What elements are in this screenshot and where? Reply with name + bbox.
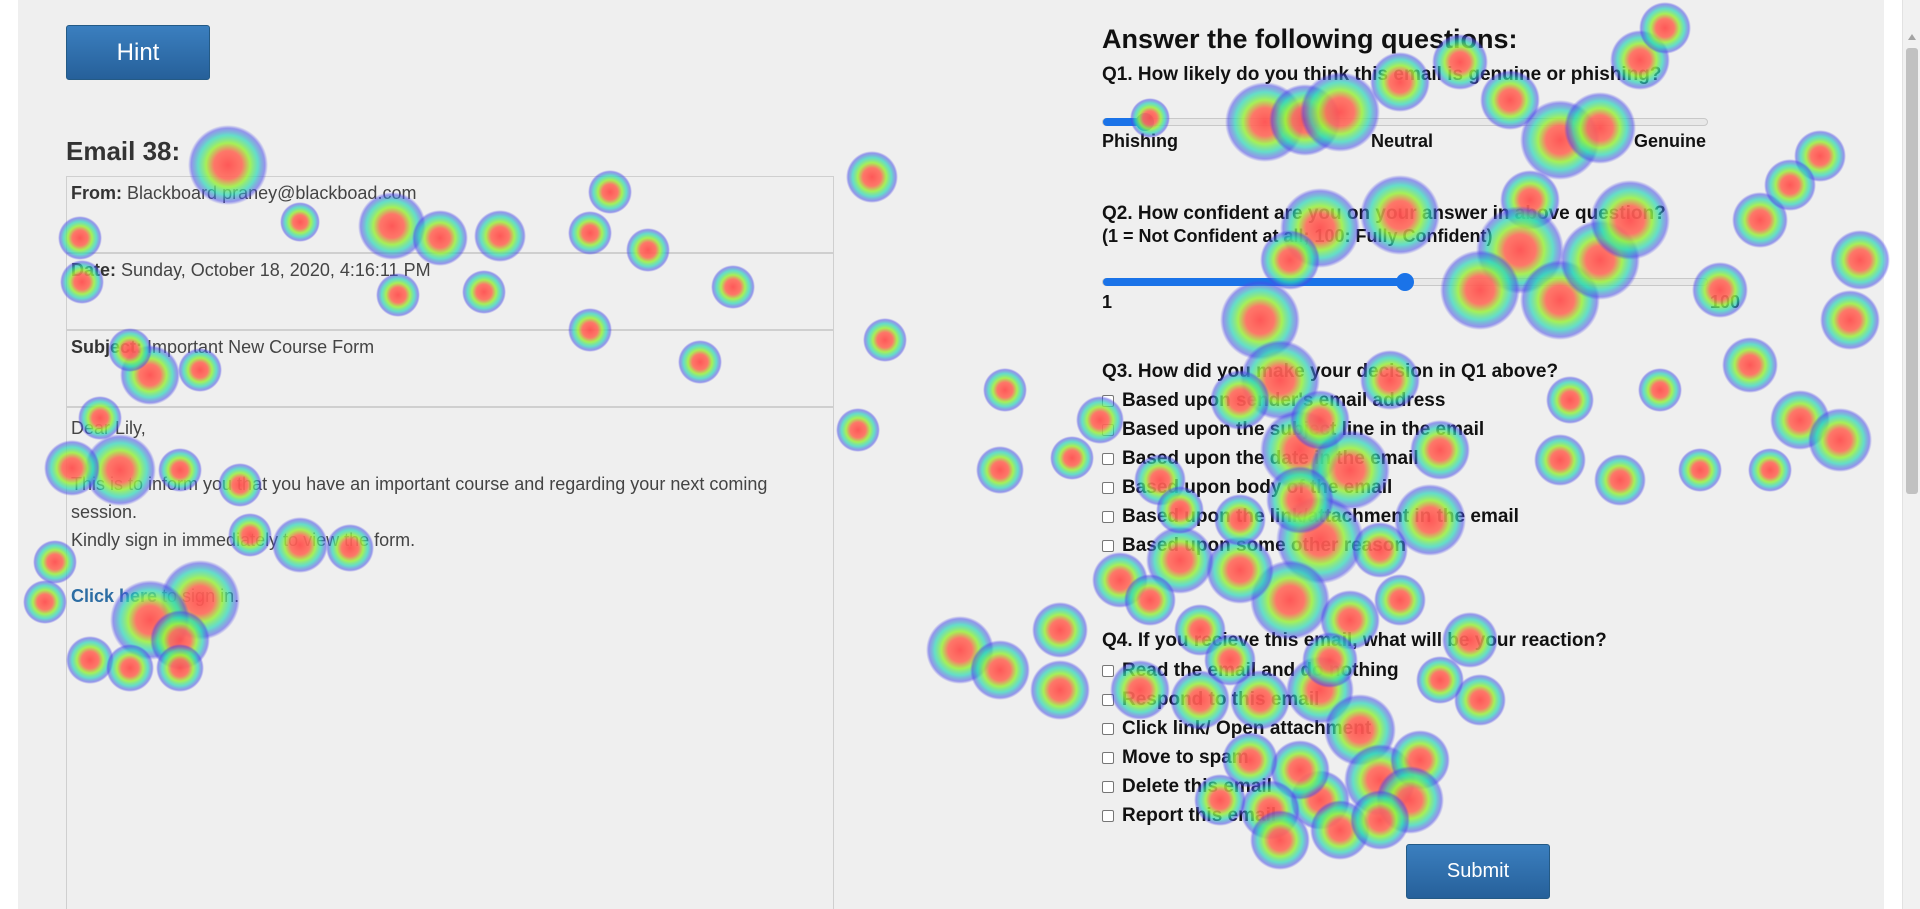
q2-question: Q2. How confident are you on your answer… (1102, 203, 1666, 224)
q4-checkbox[interactable] (1102, 810, 1114, 822)
q2-slider[interactable] (1102, 273, 1708, 291)
q1-label-phishing: Phishing (1102, 131, 1178, 151)
q2-slider-fill (1103, 278, 1405, 286)
q3-option[interactable]: Based upon the subject line in the email (1102, 419, 1484, 441)
sign-in-link[interactable]: Click here (71, 586, 158, 606)
from-label: From: (71, 183, 122, 203)
email-from-row: From: Blackboard praney@blackboad.com (66, 176, 834, 253)
q4-option-label: Respond to this email (1122, 689, 1320, 710)
q4-option[interactable]: Click link/ Open attachment (1102, 718, 1371, 740)
email-title: Email 38: (66, 136, 181, 166)
q4-option[interactable]: Report this email (1102, 805, 1276, 827)
scrollbar-thumb[interactable] (1906, 48, 1918, 494)
hint-button[interactable]: Hint (66, 25, 210, 80)
email-greeting: Dear Lily, (71, 418, 146, 438)
q3-checkbox[interactable] (1102, 424, 1114, 436)
q3-option-label: Based upon body of the email (1122, 477, 1393, 498)
q3-option[interactable]: Based upon the date in the email (1102, 448, 1419, 470)
q3-option-label: Based upon the date in the email (1122, 448, 1419, 469)
q3-option-label: Based upon the link/attachment in the em… (1122, 506, 1519, 527)
q1-label-neutral: Neutral (1370, 131, 1434, 151)
q4-checkbox[interactable] (1102, 694, 1114, 706)
email-subject-row: Subject: Important New Course Form (66, 330, 834, 407)
q3-option-label: Based upon sender's email address (1122, 390, 1446, 411)
submit-button[interactable]: Submit (1406, 844, 1550, 899)
q1-label-genuine: Genuine (1633, 131, 1706, 151)
q2-min-label: 1 (1102, 292, 1113, 312)
q3-checkbox[interactable] (1102, 511, 1114, 523)
page-scrollbar[interactable] (1902, 0, 1920, 909)
q4-option[interactable]: Move to spam (1102, 747, 1249, 769)
q1-slider[interactable] (1102, 113, 1708, 131)
q3-option[interactable]: Based upon sender's email address (1102, 390, 1445, 412)
q4-option-label: Report this email (1122, 805, 1277, 826)
q1-slider-handle[interactable] (1136, 113, 1155, 131)
q2-max-label: 100 (1709, 292, 1741, 312)
q4-checkbox[interactable] (1102, 781, 1114, 793)
q1-slider-fill (1103, 118, 1146, 126)
q2-subtext: (1 = Not Confident at all; 100: Fully Co… (1102, 226, 1493, 246)
q3-option[interactable]: Based upon body of the email (1102, 477, 1392, 499)
from-value: Blackboard praney@blackboad.com (127, 183, 417, 203)
q4-option[interactable]: Respond to this email (1102, 689, 1319, 711)
q4-option[interactable]: Delete this email (1102, 776, 1272, 798)
q3-option[interactable]: Based upon some other reason (1102, 535, 1406, 557)
q4-option-label: Click link/ Open attachment (1122, 718, 1372, 739)
email-line-2: Kindly sign in immediately to view the f… (71, 530, 416, 550)
q4-option[interactable]: Read the email and do nothing (1102, 660, 1399, 682)
q3-checkbox[interactable] (1102, 453, 1114, 465)
subject-label: Subject: (71, 337, 143, 357)
q2-slider-handle[interactable] (1396, 273, 1414, 291)
q4-checkbox[interactable] (1102, 723, 1114, 735)
q4-option-label: Read the email and do nothing (1122, 660, 1399, 681)
q3-text: Q3. How did you make your decision in Q1… (1102, 361, 1559, 382)
link-suffix: to sign in. (157, 586, 240, 606)
q3-option[interactable]: Based upon the link/attachment in the em… (1102, 506, 1519, 528)
email-body: Dear Lily, This is to inform you that yo… (66, 407, 834, 909)
survey-page: Hint Email 38: From: Blackboard praney@b… (18, 0, 1884, 909)
q1-text: Q1. How likely do you think this email i… (1102, 64, 1662, 85)
q4-option-label: Move to spam (1122, 747, 1249, 768)
email-line-1: This is to inform you that you have an i… (71, 474, 768, 522)
q4-checkbox[interactable] (1102, 752, 1114, 764)
q4-text: Q4. If you recieve this email, what will… (1102, 630, 1607, 651)
q3-checkbox[interactable] (1102, 395, 1114, 407)
date-value: Sunday, October 18, 2020, 4:16:11 PM (121, 260, 431, 280)
scroll-up-icon[interactable] (1908, 34, 1916, 40)
date-label: Date: (71, 260, 117, 280)
q4-option-label: Delete this email (1122, 776, 1272, 797)
q3-option-label: Based upon the subject line in the email (1122, 419, 1485, 440)
q3-option-label: Based upon some other reason (1122, 535, 1407, 556)
email-link-line: Click here to sign in. (71, 582, 829, 610)
subject-value: Important New Course Form (147, 337, 375, 357)
email-date-row: Date: Sunday, October 18, 2020, 4:16:11 … (66, 253, 834, 330)
questions-title: Answer the following questions: (1102, 24, 1518, 54)
q4-checkbox[interactable] (1102, 665, 1114, 677)
q3-checkbox[interactable] (1102, 540, 1114, 552)
q2-text: Q2. How confident are you on your answer… (1102, 203, 1666, 247)
q3-checkbox[interactable] (1102, 482, 1114, 494)
